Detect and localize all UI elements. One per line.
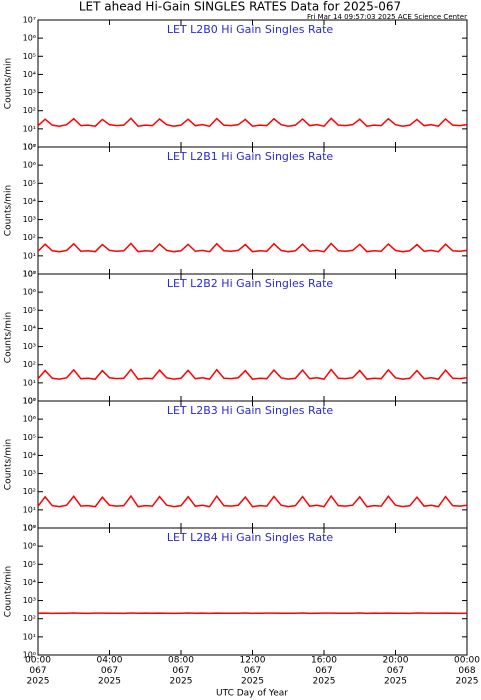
y-tick-label: 10¹ (23, 505, 36, 514)
x-tick-label: 067 (29, 666, 46, 676)
y-tick-label: 10⁵ (23, 433, 36, 442)
x-tick-label: 04:00 (97, 656, 123, 666)
y-tick-label: 10⁶ (23, 288, 36, 297)
x-tick-label: 2025 (27, 677, 50, 687)
y-tick-label: 10³ (23, 596, 36, 605)
x-tick-label: 2025 (456, 677, 479, 687)
panel-title: LET L2B2 Hi Gain Singles Rate (167, 277, 334, 290)
y-tick-label: 10⁵ (23, 52, 36, 61)
y-axis-label: Counts/min (4, 312, 14, 363)
x-tick-label: 08:00 (168, 656, 194, 666)
y-tick-label: 10⁰ (23, 524, 36, 533)
y-tick-label: 10⁴ (23, 324, 36, 333)
y-tick-label: 10³ (23, 88, 36, 97)
x-tick-label: 12:00 (240, 656, 266, 666)
chart-title: LET ahead Hi-Gain SINGLES RATES Data for… (79, 0, 401, 14)
series-line (37, 368, 468, 380)
y-tick-label: 10³ (23, 469, 36, 478)
y-tick-label: 10¹ (23, 124, 36, 133)
y-tick-label: 10³ (23, 342, 36, 351)
y-tick-label: 10⁵ (23, 306, 36, 315)
y-tick-label: 10⁷ (23, 270, 36, 279)
y-tick-label: 10⁶ (23, 415, 36, 424)
y-tick-label: 10⁰ (23, 143, 36, 152)
x-tick-label: 067 (387, 666, 404, 676)
y-tick-label: 10⁷ (23, 16, 36, 25)
y-tick-label: 10¹ (23, 251, 36, 260)
series-line (37, 494, 468, 508)
y-tick-label: 10⁶ (23, 34, 36, 43)
x-tick-label: 2025 (313, 677, 336, 687)
y-tick-label: 10⁵ (23, 560, 36, 569)
y-tick-label: 10⁰ (23, 397, 36, 406)
y-axis-label: Counts/min (4, 566, 14, 617)
y-tick-label: 10¹ (23, 632, 36, 641)
y-tick-label: 10⁴ (23, 578, 36, 587)
x-tick-label: 067 (244, 666, 261, 676)
series-line (37, 242, 468, 253)
y-axis-label: Counts/min (4, 58, 14, 109)
y-tick-label: 10⁷ (23, 524, 36, 533)
y-tick-label: 10² (23, 233, 36, 242)
x-tick-label: 2025 (98, 677, 121, 687)
chart-subtitle: Fri Mar 14 09:57:03 2025 ACE Science Cen… (307, 13, 467, 21)
y-tick-label: 10⁰ (23, 651, 36, 660)
y-tick-label: 10⁴ (23, 451, 36, 460)
x-tick-label: 067 (172, 666, 189, 676)
y-tick-label: 10⁷ (23, 143, 36, 152)
panel-title: LET L2B4 Hi Gain Singles Rate (167, 531, 334, 544)
x-tick-label: 067 (315, 666, 332, 676)
y-tick-label: 10² (23, 614, 36, 623)
x-tick-label: 00:00 (454, 656, 480, 666)
y-tick-label: 10² (23, 487, 36, 496)
x-tick-label: 00:00 (25, 656, 51, 666)
panel-title: LET L2B0 Hi Gain Singles Rate (167, 23, 334, 36)
x-axis-label: UTC Day of Year (216, 689, 288, 699)
y-tick-label: 10⁴ (23, 197, 36, 206)
y-tick-label: 10⁶ (23, 542, 36, 551)
x-tick-label: 067 (101, 666, 118, 676)
y-tick-label: 10² (23, 360, 36, 369)
x-tick-label: 2025 (384, 677, 407, 687)
x-tick-label: 20:00 (383, 656, 409, 666)
y-axis-label: Counts/min (4, 439, 14, 490)
panel-title: LET L2B1 Hi Gain Singles Rate (167, 150, 334, 163)
panel-title: LET L2B3 Hi Gain Singles Rate (167, 404, 334, 417)
x-tick-label: 2025 (241, 677, 264, 687)
y-tick-label: 10⁶ (23, 161, 36, 170)
y-axis-label: Counts/min (4, 185, 14, 236)
y-tick-label: 10¹ (23, 378, 36, 387)
y-tick-label: 10² (23, 106, 36, 115)
x-tick-label: 2025 (170, 677, 193, 687)
y-tick-label: 10⁷ (23, 397, 36, 406)
series-line (37, 117, 468, 128)
y-tick-label: 10⁴ (23, 70, 36, 79)
y-tick-label: 10⁵ (23, 179, 36, 188)
y-tick-label: 10⁰ (23, 270, 36, 279)
x-tick-label: 16:00 (311, 656, 337, 666)
x-tick-label: 068 (458, 666, 475, 676)
y-tick-label: 10³ (23, 215, 36, 224)
